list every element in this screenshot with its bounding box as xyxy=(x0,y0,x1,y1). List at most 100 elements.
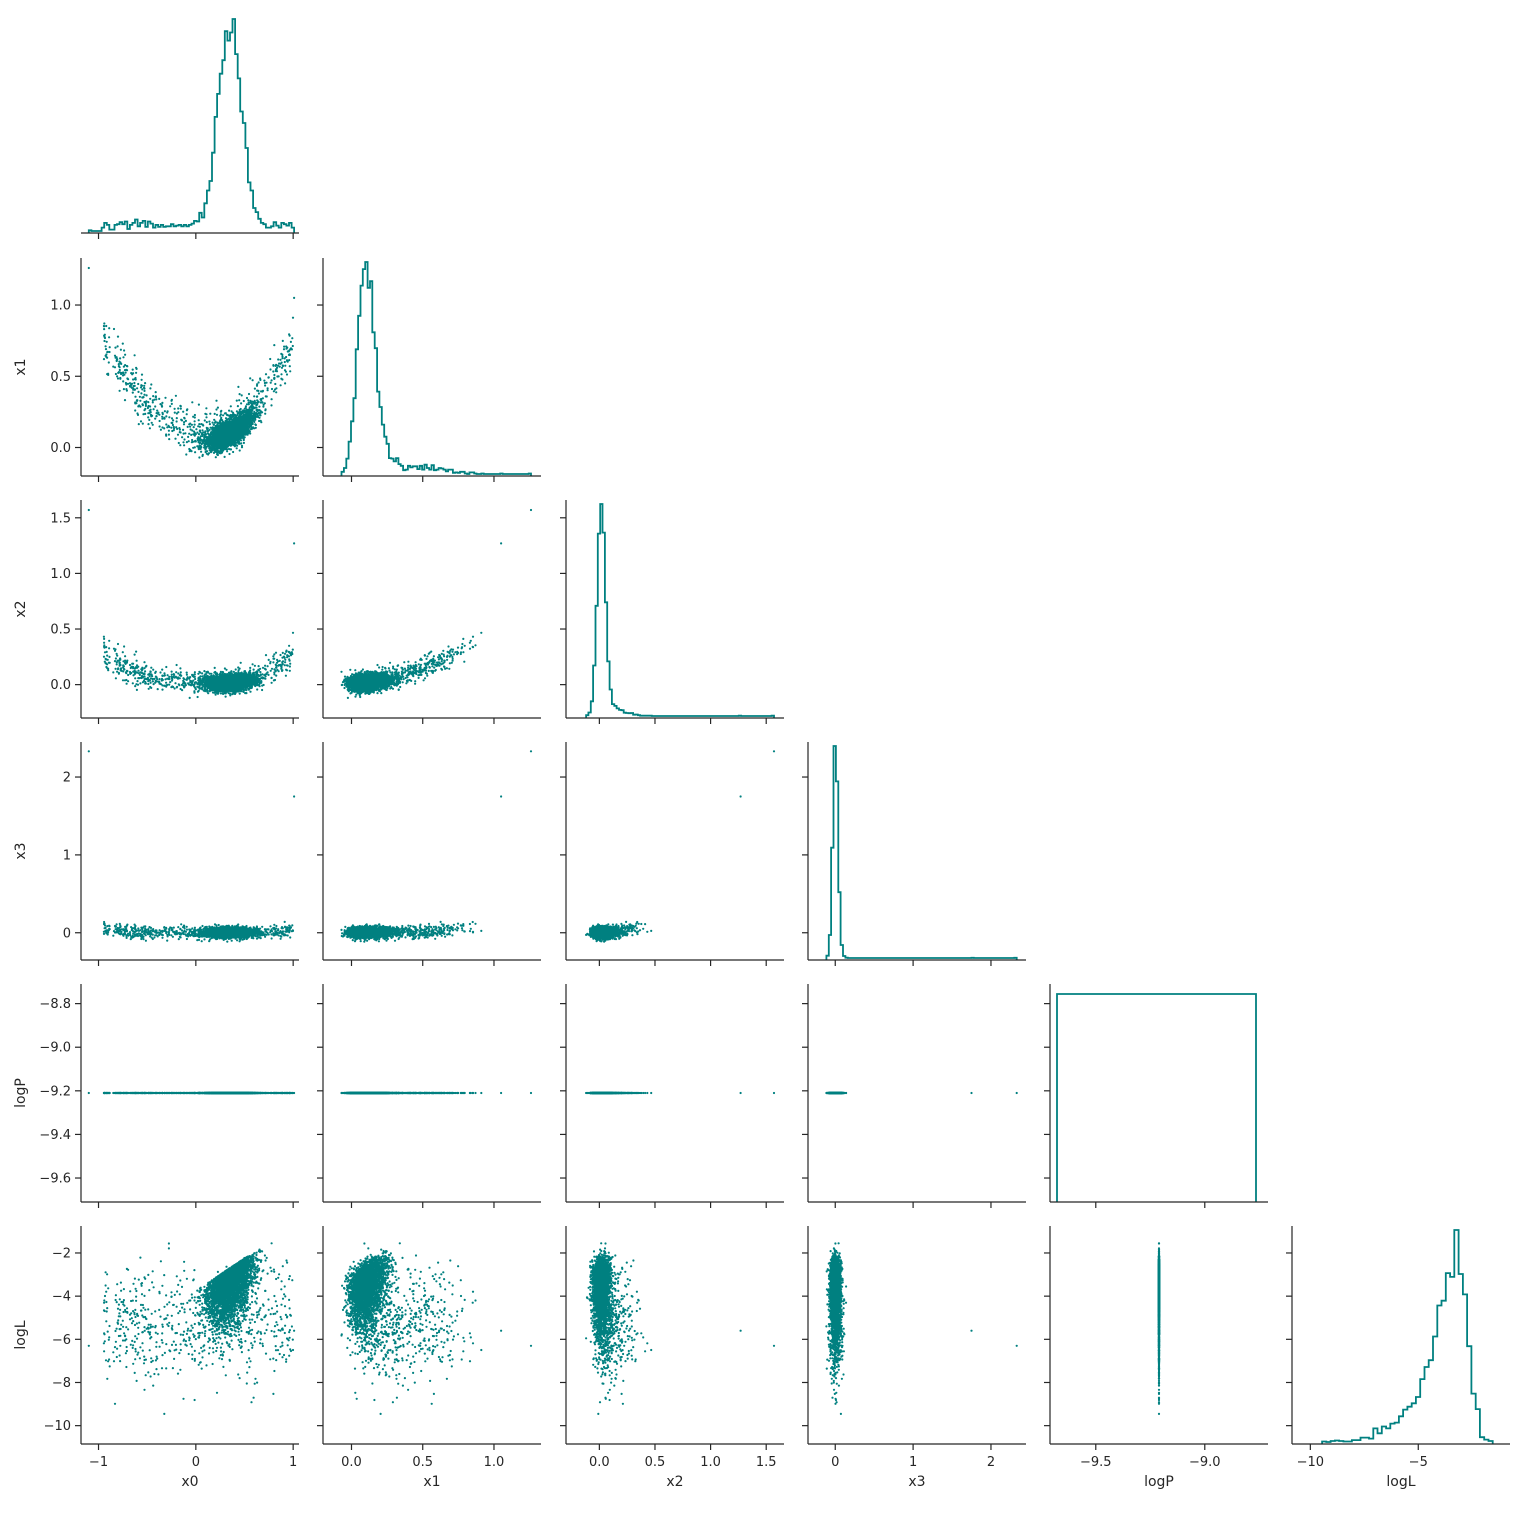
data-point xyxy=(181,436,183,438)
data-point xyxy=(256,383,258,385)
data-point xyxy=(262,406,264,408)
data-point xyxy=(245,415,247,417)
data-point xyxy=(223,427,225,429)
data-point xyxy=(161,418,163,420)
data-point xyxy=(264,402,266,404)
data-point xyxy=(284,361,286,363)
data-point xyxy=(228,410,230,412)
data-point xyxy=(198,419,200,421)
data-point xyxy=(250,402,252,404)
data-point xyxy=(220,452,222,454)
data-point xyxy=(194,420,196,422)
data-point xyxy=(136,412,138,414)
data-point xyxy=(216,453,218,455)
data-point xyxy=(222,440,224,442)
data-point xyxy=(188,423,190,425)
data-point xyxy=(224,441,226,443)
data-point xyxy=(278,375,280,377)
data-point xyxy=(172,419,174,421)
data-point xyxy=(201,455,203,457)
data-point xyxy=(155,391,157,393)
data-point xyxy=(156,410,158,412)
data-point xyxy=(122,380,124,382)
data-point xyxy=(198,433,200,435)
data-point xyxy=(232,414,234,416)
data-point xyxy=(174,408,176,410)
data-point xyxy=(194,451,196,453)
data-point xyxy=(105,325,107,327)
data-point xyxy=(184,432,186,434)
data-point xyxy=(254,423,256,425)
data-point xyxy=(193,440,195,442)
data-point xyxy=(270,404,272,406)
data-point xyxy=(232,451,234,453)
data-point xyxy=(180,408,182,410)
data-point xyxy=(143,385,145,387)
data-point xyxy=(274,388,276,390)
data-point xyxy=(217,407,219,409)
data-point xyxy=(131,383,133,385)
data-point xyxy=(190,434,192,436)
data-point xyxy=(271,388,273,390)
data-point xyxy=(292,345,294,347)
data-point xyxy=(221,450,223,452)
data-point xyxy=(147,423,149,425)
data-point xyxy=(231,424,233,426)
data-point xyxy=(178,442,180,444)
data-point xyxy=(221,438,223,440)
data-point xyxy=(205,413,207,415)
data-point xyxy=(205,407,207,409)
data-point xyxy=(198,423,200,425)
histogram-x0 xyxy=(89,19,294,233)
data-point xyxy=(209,413,211,415)
data-point xyxy=(239,393,241,395)
data-point xyxy=(119,369,121,371)
data-point xyxy=(264,413,266,415)
data-point xyxy=(187,436,189,438)
data-point xyxy=(285,348,287,350)
data-point xyxy=(292,317,294,319)
data-point xyxy=(194,414,196,416)
data-point xyxy=(172,424,174,426)
data-point xyxy=(248,393,250,395)
data-point xyxy=(236,400,238,402)
data-point xyxy=(270,382,272,384)
data-point xyxy=(134,409,136,411)
data-point xyxy=(199,429,201,431)
data-point xyxy=(109,346,111,348)
data-point xyxy=(282,340,284,342)
data-point xyxy=(281,355,283,357)
data-point xyxy=(124,399,126,401)
panel-x1-vs-x0: 0.00.51.0x1 xyxy=(13,258,299,482)
data-point xyxy=(254,388,256,390)
data-point xyxy=(260,398,262,400)
data-point xyxy=(239,409,241,411)
data-point xyxy=(142,423,144,425)
data-point xyxy=(205,416,207,418)
data-point xyxy=(194,424,196,426)
data-point xyxy=(174,412,176,414)
data-point xyxy=(230,442,232,444)
data-point xyxy=(216,414,218,416)
data-point xyxy=(285,345,287,347)
data-point xyxy=(203,444,205,446)
data-point xyxy=(152,424,154,426)
data-point xyxy=(132,392,134,394)
data-point xyxy=(165,423,167,425)
data-point xyxy=(280,373,282,375)
data-point xyxy=(124,354,126,356)
data-point xyxy=(276,367,278,369)
data-point xyxy=(246,432,248,434)
data-point xyxy=(103,340,105,342)
data-point xyxy=(225,412,227,414)
data-point xyxy=(238,399,240,401)
data-point xyxy=(177,407,179,409)
data-point xyxy=(107,373,109,375)
data-point xyxy=(220,418,222,420)
data-point xyxy=(139,396,141,398)
data-point xyxy=(208,443,210,445)
data-point xyxy=(218,422,220,424)
data-point xyxy=(217,430,219,432)
data-point xyxy=(131,373,133,375)
data-point xyxy=(116,356,118,358)
